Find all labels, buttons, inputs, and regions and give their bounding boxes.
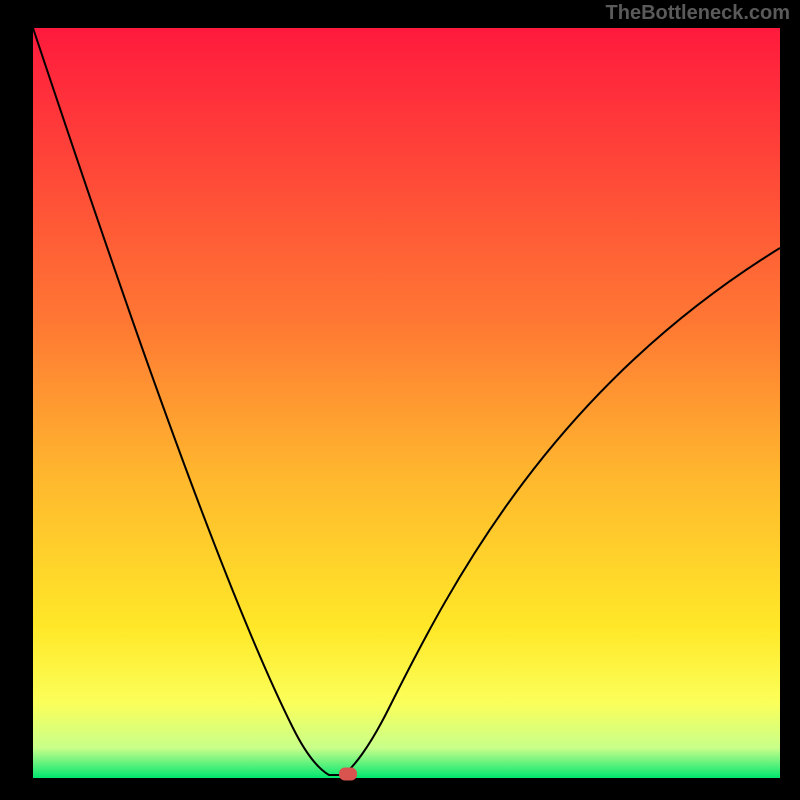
chart-plot-area [33,28,780,778]
watermark-text: TheBottleneck.com [606,2,790,25]
curve-left-branch [33,28,343,775]
curve-right-branch [343,248,780,775]
optimal-point-marker [339,767,357,780]
bottleneck-curve-svg [33,28,780,778]
